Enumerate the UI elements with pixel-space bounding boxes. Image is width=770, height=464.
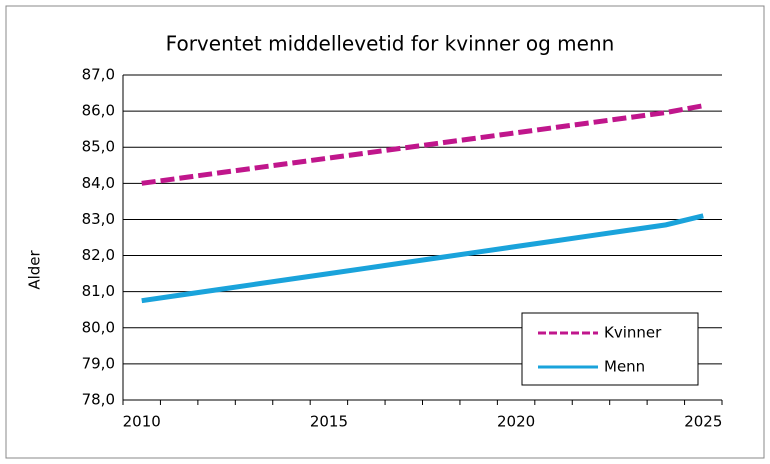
y-tick-label: 85,0 — [82, 138, 115, 156]
legend-label: Menn — [604, 358, 645, 376]
y-tick-label: 83,0 — [82, 210, 115, 228]
legend-box — [521, 312, 699, 386]
y-tick-label: 79,0 — [82, 354, 115, 372]
y-tick-label: 81,0 — [82, 282, 115, 300]
x-tick-label: 2020 — [497, 413, 535, 431]
chart-frame — [5, 5, 765, 459]
y-tick-label: 82,0 — [82, 246, 115, 264]
chart-title: Forventet middellevetid for kvinner og m… — [166, 32, 615, 56]
series-line — [141, 213, 704, 304]
y-tick-label: 84,0 — [82, 174, 115, 192]
x-tick-label: 2015 — [310, 413, 348, 431]
legend-label: Kvinner — [604, 324, 662, 342]
y-tick-label: 78,0 — [82, 391, 115, 409]
y-axis-title: Alder — [26, 250, 44, 290]
y-tick-label: 86,0 — [82, 102, 115, 120]
x-tick-label: 2025 — [684, 413, 722, 431]
y-tick-label: 87,0 — [82, 66, 115, 84]
x-tick-label: 2010 — [123, 413, 161, 431]
y-tick-label: 80,0 — [82, 318, 115, 336]
